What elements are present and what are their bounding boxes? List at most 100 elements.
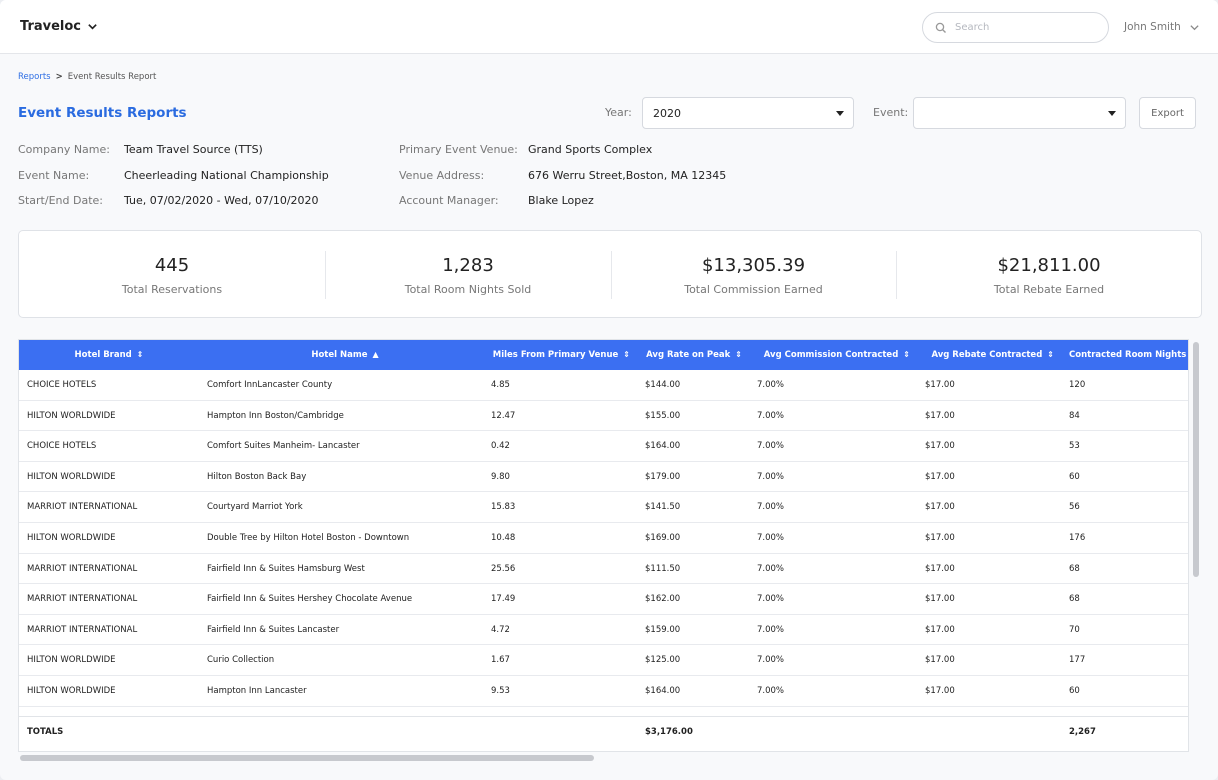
table-cell: 7.00% — [757, 441, 785, 452]
table-cell: 7.00% — [757, 502, 785, 513]
vertical-scrollbar[interactable] — [1191, 339, 1201, 752]
table-row[interactable]: CHOICE HOTELS Comfort InnLancaster County… — [19, 370, 1188, 401]
top-bar: Traveloc John Smith — [0, 0, 1218, 54]
table-cell: 4.85 — [491, 380, 510, 390]
dropdown-caret-icon — [1108, 111, 1116, 116]
dates-label: Start/End Date: — [18, 194, 103, 207]
search-input[interactable] — [955, 22, 1095, 33]
column-header[interactable]: Avg Commission Contracted ⇕ — [764, 340, 910, 370]
stat-label: Total Room Nights Sold — [404, 283, 532, 296]
column-header[interactable]: Miles From Primary Venue ⇕ — [493, 340, 630, 370]
table-cell: $111.50 — [645, 563, 681, 574]
table-row[interactable]: MARRIOT INTERNATIONAL Fairfield Inn & Sui… — [19, 554, 1188, 585]
column-header-label: Hotel Brand — [74, 350, 132, 360]
year-select[interactable]: 2020 — [642, 97, 854, 129]
divider — [325, 251, 326, 299]
export-button[interactable]: Export — [1139, 97, 1196, 129]
sort-icon: ⇕ — [623, 350, 630, 359]
table-header: Hotel Brand ⇕ Hotel Name ▲ Miles From Primar… — [19, 340, 1188, 370]
sort-icon: ⇕ — [903, 350, 910, 359]
sort-ascending-icon: ▲ — [372, 350, 379, 359]
results-table: Hotel Brand ⇕ Hotel Name ▲ Miles From Primar… — [18, 339, 1189, 752]
table-row[interactable]: MARRIOT INTERNATIONAL Fairfield Inn & Sui… — [19, 584, 1188, 615]
table-cell: $17.00 — [925, 594, 955, 605]
table-row[interactable]: HILTON WORLDWIDE Double Tree by Hilton Ho… — [19, 523, 1188, 554]
column-header[interactable]: Avg Rate on Peak ⇕ — [646, 340, 742, 370]
table-cell: MARRIOT INTERNATIONAL — [27, 563, 138, 574]
divider — [896, 251, 897, 299]
table-cell: Hampton Inn Boston/Cambridge — [207, 410, 344, 421]
column-header[interactable]: Hotel Name ▲ — [199, 340, 491, 370]
column-header-label: Miles From Primary Venue — [492, 350, 619, 360]
table-cell: Fairfield Inn & Suites Hershey Chocolate… — [207, 594, 413, 605]
table-cell: Double Tree by Hilton Hotel Boston - Dow… — [207, 533, 410, 543]
table-cell: 176 — [1069, 533, 1086, 543]
stat-value: 1,283 — [442, 255, 494, 276]
table-cell: MARRIOT INTERNATIONAL — [27, 502, 138, 513]
table-cell: HILTON WORLDWIDE — [27, 533, 116, 543]
app-switcher[interactable]: Traveloc — [20, 19, 98, 34]
table-cell: 53 — [1069, 441, 1080, 452]
stat-room-nights: 1,283 Total Room Nights Sold — [325, 231, 611, 319]
company-value: Team Travel Source (TTS) — [124, 143, 263, 156]
table-cell: 10.48 — [491, 533, 516, 543]
horizontal-scrollbar[interactable] — [18, 754, 1189, 762]
table-cell: $155.00 — [645, 410, 681, 421]
table-row[interactable]: HILTON WORLDWIDE Hampton Inn Lancaster 9.5… — [19, 676, 1188, 707]
column-header-label: Avg Commission Contracted — [763, 350, 899, 360]
table-cell: 7.00% — [757, 624, 785, 635]
table-cell: $17.00 — [925, 563, 955, 574]
table-cell: Comfort InnLancaster County — [207, 380, 333, 390]
breadcrumb: Reports > Event Results Report — [18, 72, 156, 82]
user-menu[interactable]: John Smith — [1124, 21, 1200, 33]
table-cell: $17.00 — [925, 471, 955, 482]
page-title: Event Results Reports — [18, 105, 187, 121]
table-row[interactable]: MARRIOT INTERNATIONAL Fairfield Inn & Sui… — [19, 615, 1188, 646]
event-select[interactable] — [913, 97, 1126, 129]
stat-label: Total Commission Earned — [684, 283, 823, 296]
table-cell: $162.00 — [645, 594, 681, 605]
table-cell: Curio Collection — [207, 655, 275, 666]
table-cell: 60 — [1069, 471, 1080, 482]
horizontal-scroll-thumb[interactable] — [20, 755, 594, 761]
table-row[interactable]: HILTON WORLDWIDE Hampton Inn Boston/Cambr… — [19, 401, 1188, 432]
table-cell: $17.00 — [925, 686, 955, 696]
manager-label: Account Manager: — [399, 194, 499, 207]
stat-label: Total Reservations — [121, 283, 223, 296]
event-label: Event: — [873, 106, 909, 119]
table-cell: $125.00 — [645, 655, 681, 666]
table-cell: MARRIOT INTERNATIONAL — [27, 624, 138, 635]
table-cell: $17.00 — [925, 655, 955, 666]
table-cell: 60 — [1069, 686, 1080, 696]
search-box[interactable] — [922, 12, 1109, 43]
chevron-down-icon — [1190, 24, 1199, 30]
totals-label: TOTALS — [27, 727, 64, 737]
vertical-scroll-thumb[interactable] — [1193, 342, 1199, 577]
column-header[interactable]: Avg Rebate Contracted ⇕ — [931, 340, 1054, 370]
stat-total-reservations: 445 Total Reservations — [19, 231, 325, 319]
column-header[interactable]: Contracted Room Nights — [1069, 340, 1186, 370]
table-cell: 7.00% — [757, 655, 785, 666]
column-header-label: Avg Rebate Contracted — [931, 350, 1043, 360]
table-cell: 7.00% — [757, 594, 785, 605]
column-header-label: Contracted Room Nights — [1069, 350, 1187, 360]
table-row[interactable]: HILTON WORLDWIDE Hilton Boston Back Bay 9.… — [19, 462, 1188, 493]
table-cell: CHOICE HOTELS — [27, 380, 97, 390]
table-row[interactable]: HILTON WORLDWIDE Curio Collection 1.67 $125… — [19, 645, 1188, 676]
table-row[interactable]: CHOICE HOTELS Comfort Suites Manheim- Lan… — [19, 431, 1188, 462]
table-cell: 25.56 — [491, 563, 516, 574]
breadcrumb-reports-link[interactable]: Reports — [18, 72, 51, 82]
column-header[interactable]: Hotel Brand ⇕ — [19, 340, 199, 370]
stat-value: 445 — [154, 255, 190, 276]
table-cell: 12.47 — [491, 410, 516, 421]
table-cell: $17.00 — [925, 441, 955, 452]
table-cell: 7.00% — [757, 471, 785, 482]
search-icon — [935, 22, 946, 33]
table-row[interactable]: MARRIOT INTERNATIONAL Courtyard Marriot Y… — [19, 492, 1188, 523]
sort-icon: ⇕ — [136, 350, 144, 359]
dates-value: Tue, 07/02/2020 - Wed, 07/10/2020 — [124, 194, 319, 207]
table-cell: $164.00 — [645, 441, 681, 452]
event-name-value: Cheerleading National Championship — [124, 169, 329, 182]
table-cell: Fairfield Inn & Suites Hamsburg West — [207, 563, 365, 574]
table-cell: $17.00 — [925, 502, 955, 513]
